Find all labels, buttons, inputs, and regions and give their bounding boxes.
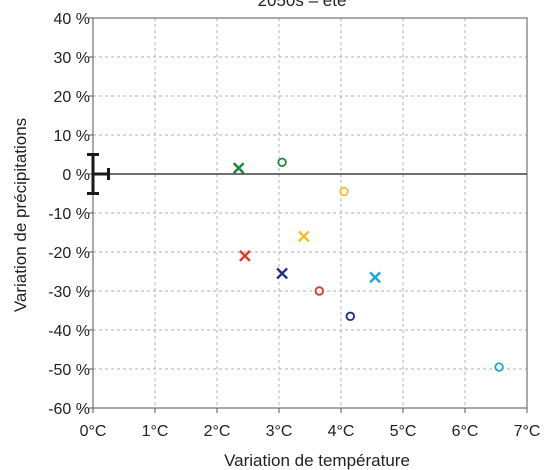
y-tick-label: -20 % bbox=[48, 245, 90, 262]
y-tick-label: -60 % bbox=[48, 401, 90, 418]
data-point-cross bbox=[276, 267, 288, 280]
y-tick-label: 20 % bbox=[54, 89, 90, 106]
data-point-circle bbox=[345, 311, 355, 322]
cross-stroke bbox=[239, 250, 251, 262]
data-point-cross bbox=[369, 271, 381, 284]
data-point-cross bbox=[239, 250, 251, 262]
data-point-circle bbox=[339, 186, 349, 197]
y-axis-label: Variation de précipitations bbox=[11, 118, 30, 312]
y-tick-label: -40 % bbox=[48, 323, 90, 340]
data-point-circle bbox=[314, 286, 324, 296]
x-tick-label: 1°C bbox=[142, 423, 169, 440]
data-points bbox=[232, 157, 504, 372]
cross-stroke bbox=[297, 230, 310, 243]
y-tick-label: 40 % bbox=[54, 11, 90, 28]
x-tick-label: 0°C bbox=[80, 423, 107, 440]
y-tick-label: 0 % bbox=[62, 167, 90, 184]
x-tick-labels: 0°C 1°C 2°C 3°C 4°C 5°C 6°C 7°C bbox=[80, 408, 541, 440]
x-tick-label: 4°C bbox=[328, 423, 355, 440]
y-tick-label: -10 % bbox=[48, 206, 90, 223]
cross-stroke bbox=[276, 267, 288, 280]
y-tick-label: 10 % bbox=[54, 128, 90, 145]
x-tick-label: 5°C bbox=[390, 423, 417, 440]
cross-stroke bbox=[232, 162, 245, 174]
cross-stroke bbox=[369, 271, 381, 284]
y-tick-labels: -60 % -50 % -40 % -30 % -20 % -10 % 0 % 10 % 20 … bbox=[48, 11, 93, 418]
grid bbox=[93, 18, 527, 408]
error-bar bbox=[87, 153, 110, 195]
x-tick-label: 7°C bbox=[514, 423, 541, 440]
y-tick-label: -50 % bbox=[48, 362, 90, 379]
data-point-circle bbox=[494, 362, 504, 372]
data-point-circle bbox=[277, 157, 287, 167]
data-point-cross bbox=[297, 230, 310, 243]
data-point-cross bbox=[232, 162, 245, 174]
x-tick-label: 6°C bbox=[452, 423, 479, 440]
chart-title: 2050s – été bbox=[258, 0, 347, 10]
y-tick-label: 30 % bbox=[54, 50, 90, 67]
y-tick-label: -30 % bbox=[48, 284, 90, 301]
x-tick-label: 2°C bbox=[204, 423, 231, 440]
x-tick-label: 3°C bbox=[266, 423, 293, 440]
x-axis-label: Variation de température bbox=[224, 451, 410, 470]
